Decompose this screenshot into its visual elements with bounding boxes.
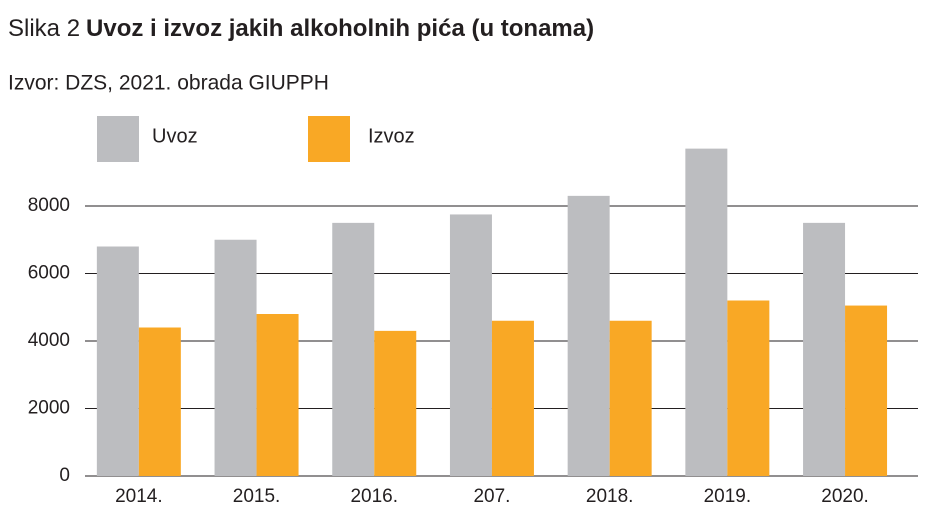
bar [332, 222, 375, 476]
y-tick-label: 0 [59, 465, 70, 486]
x-tick-label: 2019. [704, 486, 752, 507]
legend-swatch [97, 116, 139, 162]
bar [727, 300, 770, 476]
title-text: Uvoz i izvoz jakih alkoholnih pića (u to… [86, 15, 594, 42]
x-tick-label: 2018. [586, 486, 634, 507]
bar [609, 320, 652, 476]
figure-label: Slika 2 [8, 15, 80, 42]
y-tick-label: 6000 [28, 263, 70, 284]
x-tick-label: 2015. [233, 486, 281, 507]
bar [845, 305, 888, 476]
bar [96, 246, 139, 476]
y-tick-label: 4000 [28, 330, 70, 351]
x-tick-label: 2020. [821, 486, 869, 507]
bar [567, 195, 610, 476]
legend-label: Izvoz [368, 125, 415, 147]
legend-swatch [308, 116, 350, 162]
x-tick-label: 2016. [350, 486, 398, 507]
bar [491, 320, 534, 476]
chart-title: Slika 2 Uvoz i izvoz jakih alkoholnih pić… [8, 15, 594, 42]
bar [138, 327, 181, 476]
bar [803, 222, 846, 476]
y-tick-label: 2000 [28, 398, 70, 419]
chart-subtitle: Izvor: DZS, 2021. obrada GIUPPH [8, 72, 329, 95]
legend-label: Uvoz [152, 125, 198, 147]
bar [214, 239, 257, 476]
x-tick-label: 207. [473, 486, 510, 507]
bar [256, 314, 299, 476]
y-tick-label: 8000 [28, 195, 70, 216]
bar [374, 330, 417, 476]
bar [449, 214, 492, 476]
x-tick-label: 2014. [115, 486, 163, 507]
bar [685, 148, 728, 476]
